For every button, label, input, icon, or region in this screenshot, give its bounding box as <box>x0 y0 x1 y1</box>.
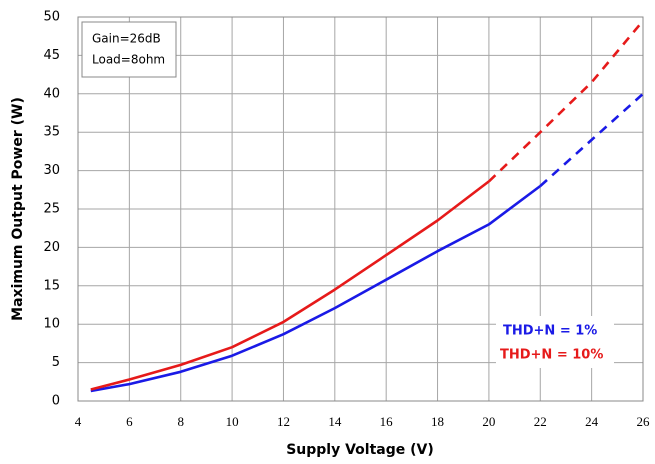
line-solid <box>90 184 542 393</box>
x-tick-label: 18 <box>431 414 444 429</box>
annotation: Load=8ohm <box>92 53 165 67</box>
y-tick-label: 20 <box>43 240 60 255</box>
line-projected <box>539 92 644 187</box>
y-tick-label: 25 <box>43 202 60 217</box>
line-projected <box>488 19 644 183</box>
annotation-box <box>81 21 177 78</box>
annotation: Gain=26dB <box>92 32 161 46</box>
x-tick-label: 14 <box>328 414 342 429</box>
y-tick-label: 35 <box>43 125 60 140</box>
legend-entry: THD+N = 1% <box>503 324 597 339</box>
line-solid <box>90 180 490 391</box>
x-tick-label: 4 <box>75 414 82 429</box>
y-tick-label: 40 <box>43 86 60 101</box>
x-tick-label: 12 <box>277 414 290 429</box>
x-axis-label: Supply Voltage (V) <box>286 442 434 458</box>
y-tick-label: 15 <box>43 278 60 293</box>
x-tick-label: 8 <box>177 414 184 429</box>
plot-border <box>77 16 644 402</box>
x-tick-label: 6 <box>126 414 133 429</box>
legend-entry: THD+N = 10% <box>500 348 603 363</box>
y-tick-label: 50 <box>43 10 60 25</box>
y-tick-label: 30 <box>43 163 60 178</box>
legend-box <box>496 316 614 368</box>
x-tick-label: 24 <box>585 414 599 429</box>
x-tick-label: 26 <box>637 414 651 429</box>
x-tick-label: 22 <box>534 414 547 429</box>
x-tick-label: 10 <box>226 414 239 429</box>
y-tick-label: 45 <box>43 48 60 63</box>
y-axis-label: Maximum Output Power (W) <box>10 97 26 321</box>
y-tick-label: 0 <box>52 394 60 409</box>
x-tick-label: 20 <box>482 414 495 429</box>
x-tick-label: 16 <box>380 414 394 429</box>
y-tick-label: 5 <box>52 355 60 370</box>
y-tick-label: 10 <box>43 317 60 332</box>
